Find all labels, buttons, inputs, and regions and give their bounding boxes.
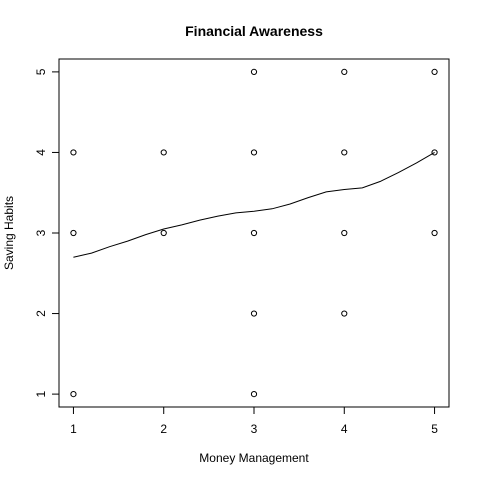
x-tick-label-2: 2 <box>160 422 167 436</box>
data-point-4-5 <box>341 68 348 75</box>
plot-frame <box>58 58 450 408</box>
data-point-3-3 <box>250 229 258 237</box>
x-axis-label: Money Management <box>199 451 309 465</box>
smooth-line <box>73 151 435 258</box>
data-points <box>70 68 438 398</box>
data-point-4-3 <box>341 229 348 237</box>
y-axis: 1 2 3 4 5 <box>34 68 59 397</box>
data-point-3-1 <box>250 391 258 398</box>
chart-title: Financial Awareness <box>185 23 323 39</box>
x-tick-label-5: 5 <box>431 422 438 436</box>
data-point-3-2 <box>250 310 258 317</box>
y-tick-label-3: 3 <box>34 229 48 236</box>
data-point-5-4 <box>431 149 438 156</box>
x-tick-label-3: 3 <box>251 422 258 436</box>
data-point-4-2 <box>341 310 348 317</box>
data-point-5-5 <box>431 68 438 75</box>
y-tick-label-4: 4 <box>34 149 48 156</box>
x-tick-label-1: 1 <box>70 422 77 436</box>
y-axis-label: Saving Habits <box>2 196 16 270</box>
y-tick-label-1: 1 <box>34 390 48 397</box>
data-point-2-3 <box>160 229 167 237</box>
data-point-1-4 <box>70 149 77 156</box>
data-point-1-1 <box>70 391 77 398</box>
data-point-1-3 <box>70 229 77 237</box>
x-axis: 1 2 3 4 5 <box>70 407 438 436</box>
data-point-3-5 <box>250 68 258 75</box>
x-tick-label-4: 4 <box>341 422 348 436</box>
data-point-4-4 <box>341 149 348 156</box>
y-tick-label-2: 2 <box>34 310 48 317</box>
data-point-5-3 <box>431 229 438 237</box>
data-point-3-4 <box>250 149 258 156</box>
data-point-2-4 <box>160 149 167 156</box>
y-tick-label-5: 5 <box>34 68 48 75</box>
